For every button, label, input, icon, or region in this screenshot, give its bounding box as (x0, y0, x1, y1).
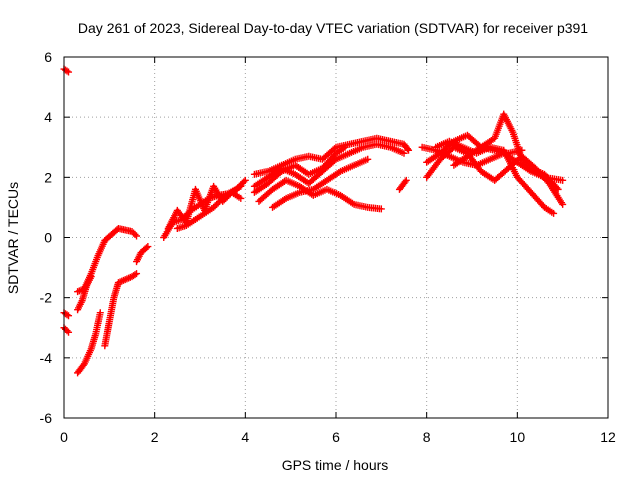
x-tick-label: 10 (510, 429, 526, 445)
data-point (237, 194, 245, 202)
series-c3 (173, 188, 245, 232)
series-b4 (101, 270, 141, 350)
data-point (402, 176, 410, 184)
data-point (65, 312, 73, 320)
data-point (401, 178, 409, 186)
data-point (63, 327, 71, 335)
data-point (559, 176, 567, 184)
series-d5 (269, 155, 372, 211)
data-point (131, 271, 139, 279)
data-point (403, 145, 411, 153)
series-b1 (74, 224, 141, 296)
series-d3 (250, 143, 349, 196)
x-tick-label: 2 (151, 429, 159, 445)
data-point (65, 328, 73, 336)
series-b2 (74, 273, 95, 314)
series-d6 (395, 176, 410, 193)
data-point (144, 243, 152, 251)
series-e5 (450, 143, 526, 169)
y-tick-label: -4 (40, 350, 53, 366)
data-point (133, 270, 141, 278)
data-point (405, 146, 413, 154)
data-point (559, 200, 567, 208)
x-axis-label: GPS time / hours (282, 457, 389, 473)
data-point (240, 178, 248, 186)
y-tick-label: 2 (44, 169, 52, 185)
y-tick-label: 6 (44, 49, 52, 65)
data-point (550, 209, 558, 217)
plot-frame (63, 56, 609, 419)
data-point (65, 68, 73, 76)
data-point (131, 230, 139, 238)
x-tick-label: 12 (600, 429, 616, 445)
x-tick-label: 0 (60, 429, 68, 445)
data-point (87, 273, 95, 281)
y-axis-label: SDTVAR / TECUs (5, 182, 21, 294)
data-point (241, 176, 249, 184)
series-b3 (74, 309, 104, 377)
data-point (96, 309, 104, 317)
y-tick-label: -2 (40, 290, 53, 306)
x-tick-label: 6 (332, 429, 340, 445)
data-point (143, 244, 151, 252)
plot-area (60, 65, 567, 377)
data-point (400, 149, 408, 157)
y-tick-label: -6 (40, 410, 53, 426)
data-point (63, 67, 71, 75)
y-tick-label: 4 (44, 109, 52, 125)
series-b5 (133, 243, 152, 266)
data-point (518, 146, 526, 154)
data-point (364, 155, 372, 163)
data-point (377, 205, 385, 213)
x-tick-label: 8 (423, 429, 431, 445)
data-point (63, 311, 71, 319)
data-point (237, 182, 245, 190)
data-point (133, 232, 141, 240)
y-tick-label: 0 (44, 230, 52, 246)
data-point (341, 143, 349, 151)
chart-title: Day 261 of 2023, Sidereal Day-to-day VTE… (78, 20, 588, 36)
x-tick-label: 4 (241, 429, 249, 445)
